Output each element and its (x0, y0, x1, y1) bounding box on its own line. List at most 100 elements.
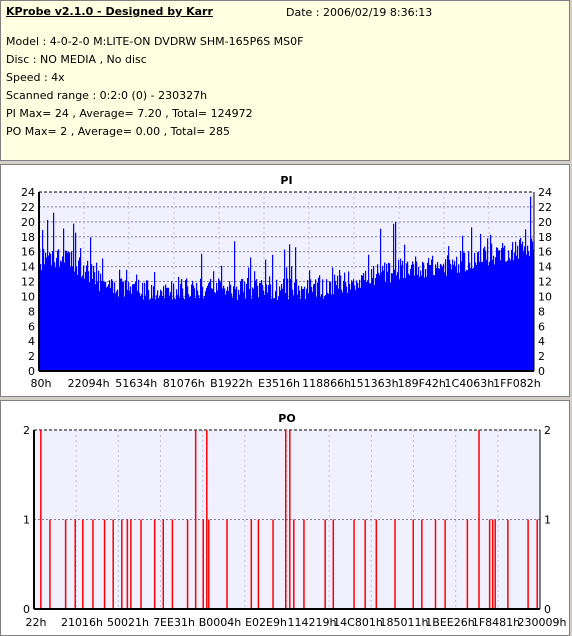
pi-bar (479, 261, 481, 371)
pi-bar (423, 263, 425, 371)
pi-bar (185, 280, 187, 371)
y-tick-label: 0 (28, 365, 35, 378)
pi-bar (527, 245, 529, 371)
pi-bar (235, 289, 237, 371)
pi-bar (238, 289, 240, 371)
pi-bar (106, 287, 108, 371)
pi-bar (210, 278, 212, 371)
pi-bar (362, 275, 364, 371)
pi-bar (192, 280, 194, 371)
pi-bar (356, 280, 358, 371)
pi-bar (48, 255, 50, 371)
pi-bar (314, 283, 316, 371)
pi-bar (66, 250, 68, 371)
pi-bar (219, 280, 221, 371)
pi-bar (340, 275, 342, 371)
pi-bar (297, 294, 299, 371)
pi-bar (76, 266, 78, 371)
pi-bar (436, 268, 438, 371)
pi-bar (258, 297, 260, 371)
x-tick-label: 21016h (61, 616, 103, 629)
pi-bar (248, 267, 250, 371)
pi-bar (463, 252, 465, 371)
y-tick-label-right: 18 (538, 231, 552, 244)
pi-bar (228, 290, 230, 371)
pi-bar (502, 243, 504, 371)
pi-bar (396, 275, 398, 371)
po-bar (324, 519, 326, 609)
pi-bar (214, 292, 216, 371)
pi-bar (71, 251, 73, 371)
y-tick-label: 2 (23, 424, 30, 437)
chart-title: PO (278, 412, 295, 425)
pi-bar (465, 271, 467, 371)
po-bar (130, 519, 132, 609)
po-bar (466, 519, 469, 609)
pi-bar (102, 258, 104, 371)
pi-bar (227, 286, 229, 371)
pi-bar (282, 288, 284, 371)
pi-bar (383, 270, 385, 371)
pi-bar (528, 251, 530, 371)
pi-bar (435, 264, 437, 371)
y-tick-label-right: 22 (538, 201, 552, 214)
pi-bar (58, 249, 60, 371)
pi-bar (400, 258, 402, 371)
pi-bar (172, 299, 174, 371)
pi-bar (103, 281, 105, 371)
pi-bar (454, 261, 456, 371)
pi-bar (80, 248, 82, 371)
pi-bar (501, 248, 503, 371)
x-tick-label: 185011h (380, 616, 429, 629)
po-bar (289, 430, 291, 609)
pi-bar (311, 286, 313, 371)
y-tick-label-right: 4 (538, 335, 545, 348)
y-tick-label-right: 16 (538, 246, 552, 259)
pi-bar (329, 281, 331, 371)
pi-bar (269, 276, 271, 371)
pi-bar (437, 262, 439, 371)
pi-bar (117, 289, 119, 371)
y-tick-label: 16 (21, 246, 35, 259)
y-tick-label-right: 8 (538, 305, 545, 318)
pi-bar (446, 275, 448, 371)
pi-bar (91, 264, 93, 371)
pi-bar (263, 290, 265, 371)
pi-bar (395, 221, 397, 371)
pi-bar (212, 288, 214, 371)
pi-bar (211, 288, 213, 371)
pi-bar (200, 278, 202, 371)
po-bar (434, 519, 437, 609)
pi-bar (291, 266, 293, 371)
x-tick-label: B0004h (199, 616, 242, 629)
pi-bar (264, 294, 266, 371)
x-tick-label: 1BEE26h (425, 616, 474, 629)
pi-bar (506, 261, 508, 371)
pi-bar (409, 275, 411, 371)
pi-bar (307, 279, 309, 371)
pi-bar (206, 287, 208, 371)
pi-bar (326, 279, 328, 371)
pi-bar (301, 286, 303, 371)
pi-bar (279, 286, 281, 371)
pi-bar (450, 263, 452, 371)
pi-bar (390, 282, 392, 371)
pi-bar (285, 292, 287, 371)
pi-bar (67, 252, 69, 371)
pi-bar (352, 282, 354, 371)
x-tick-label: 22094h (68, 377, 110, 390)
pi-bar (40, 264, 42, 371)
pi-bar (411, 264, 413, 371)
pi-bar (500, 260, 502, 371)
pi-bar (221, 265, 223, 371)
pi-bar (134, 283, 136, 371)
pi-bar (337, 275, 339, 371)
po-bar (162, 519, 165, 609)
pi-bar (363, 273, 365, 371)
pi-bar (161, 291, 163, 371)
pi-bar (231, 293, 233, 371)
pi-bar (456, 256, 458, 371)
pi-bar (388, 262, 390, 371)
pi-bar (201, 253, 203, 371)
